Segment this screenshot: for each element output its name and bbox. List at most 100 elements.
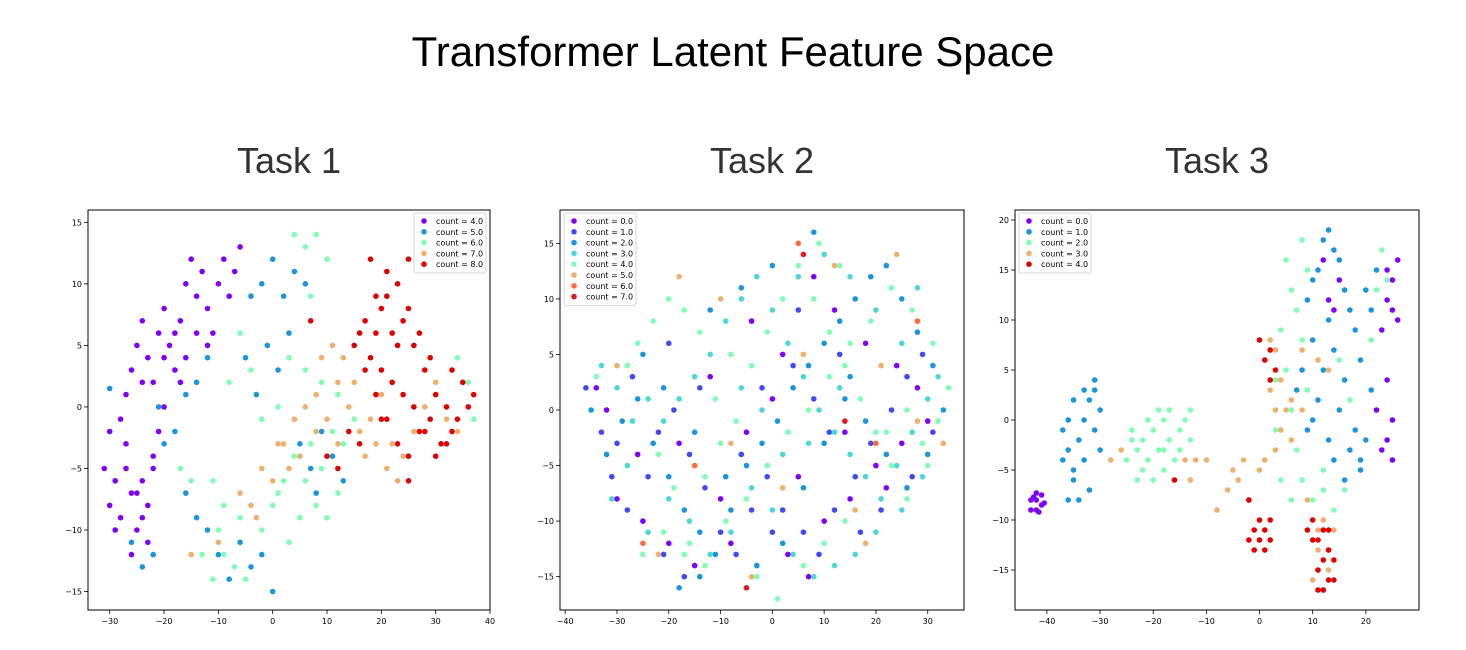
legend-marker [571,239,577,246]
y-tick-label: 5 [549,350,554,359]
data-point [1129,427,1135,433]
data-point [405,305,412,312]
y-tick-label: 10 [544,295,554,304]
data-point [1304,267,1311,273]
data-point [128,367,135,373]
x-tick-label: −30 [1092,617,1109,626]
data-point [816,407,822,413]
data-point [748,507,755,513]
data-point [795,473,802,480]
data-point [1272,367,1279,373]
data-point [443,441,450,447]
data-point [356,441,363,447]
data-point [862,540,869,547]
data-point [842,362,848,369]
data-point [873,429,879,436]
data-point [134,490,140,496]
data-point [640,518,646,524]
data-point [909,429,915,436]
data-point [821,540,827,547]
data-point [269,588,276,595]
data-point [237,330,243,336]
data-point [226,293,232,300]
data-point [842,396,848,402]
data-point [188,478,194,484]
data-point [1145,457,1151,463]
data-point [422,367,428,373]
data-point [470,416,477,423]
data-point [427,416,434,423]
data-point [924,451,931,458]
data-point [1293,447,1300,453]
data-point [199,268,205,275]
data-point [155,404,162,410]
data-point [707,551,713,558]
panel-title-task-2: Task 2 [709,140,815,181]
data-point [128,539,135,546]
data-point [888,462,895,469]
x-tick-label: −20 [660,617,677,626]
data-point [1033,490,1040,496]
data-point [681,573,688,580]
data-point [852,473,858,480]
data-point [785,551,791,558]
data-point [1097,407,1103,413]
data-point [432,379,439,386]
data-point [264,342,271,349]
data-point [583,385,589,391]
chart-panel-1: −30 −20 −10 0 10 20 30 40 −15 −10 −5 0 5 10 15 count = … [65,209,495,626]
data-point [1331,347,1337,353]
data-point [1251,527,1257,533]
x-tick-label: −10 [1198,617,1215,626]
data-point [629,373,636,380]
data-point [1336,257,1343,263]
data-point [1288,497,1295,503]
legend-label: count = 0.0 [1041,217,1088,226]
data-point [351,416,358,423]
data-point [1293,387,1300,393]
data-point [1336,407,1343,413]
data-point [1278,377,1284,383]
data-point [655,551,662,558]
data-point [1336,357,1343,363]
data-point [1309,517,1316,523]
data-point [924,418,931,424]
x-tick-label: −30 [609,617,626,626]
data-point [697,529,703,535]
data-point [1320,527,1327,533]
data-point [324,256,330,263]
data-point [362,367,368,373]
data-point [645,396,651,402]
data-point [1251,547,1257,553]
data-point [253,391,260,398]
data-point [150,465,156,472]
data-point [1081,387,1087,393]
series-0 [1028,257,1401,515]
data-point [691,373,698,380]
legend-marker [1026,229,1032,235]
data-point [645,473,651,480]
legend-marker [571,218,577,224]
data-point [831,507,838,513]
y-tick-label: 15 [544,239,554,248]
data-point [821,251,827,258]
data-point [1309,277,1316,283]
data-point [335,379,341,386]
data-point [1320,517,1327,523]
x-tick-label: 20 [376,617,386,626]
data-point [193,514,200,521]
data-point [362,318,368,324]
data-point [681,551,688,558]
data-point [400,391,406,398]
data-point [1357,457,1364,463]
data-point [743,462,750,469]
data-point [470,391,477,398]
data-point [1097,447,1103,453]
data-point [302,244,309,250]
y-tick-label: −10 [537,517,554,526]
x-tick-label: 0 [1257,617,1262,626]
data-point [717,296,724,302]
data-point [1065,417,1071,423]
data-point [743,496,750,502]
